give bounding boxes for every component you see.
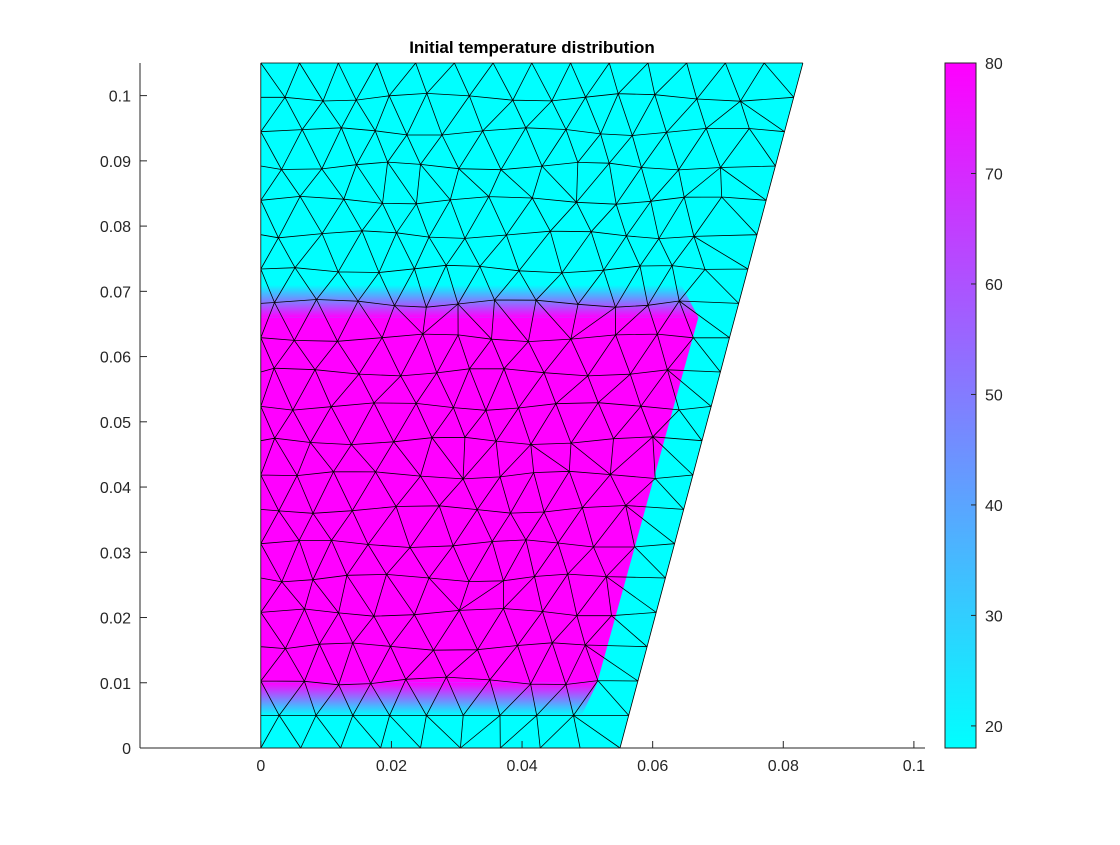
y-tick-label: 0.05 xyxy=(100,415,131,432)
x-tick-label: 0.06 xyxy=(637,758,668,775)
colorbar-tick-label: 20 xyxy=(985,719,1003,736)
x-tick-label: 0.1 xyxy=(903,758,925,775)
y-tick-label: 0.06 xyxy=(100,350,131,367)
axes: 0 0.02 0.04 0.06 0.08 0.1 0 0.01 0.02 0.03 0.04 0.0… xyxy=(100,63,925,775)
transition-band-bottom xyxy=(260,682,598,716)
y-tick-label: 0.02 xyxy=(100,611,131,628)
y-tick-label: 0.07 xyxy=(100,284,131,301)
temperature-fill xyxy=(260,63,803,748)
x-tick-label: 0.02 xyxy=(376,758,407,775)
hot-region xyxy=(260,317,699,683)
x-tick-label: 0.04 xyxy=(506,758,537,775)
y-tick-label: 0.09 xyxy=(100,154,131,171)
colorbar-tick-label: 70 xyxy=(985,166,1003,183)
colorbar-tick-label: 60 xyxy=(985,277,1003,294)
y-tick-label: 0.04 xyxy=(100,480,131,497)
colorbar-gradient xyxy=(944,62,977,749)
colorbar-tick-label: 50 xyxy=(985,387,1003,404)
colorbar: 20 30 40 50 60 70 80 xyxy=(944,56,1003,749)
chart-title: Initial temperature distribution xyxy=(409,38,655,57)
x-tick-label: 0.08 xyxy=(768,758,799,775)
transition-band-top xyxy=(260,284,699,318)
x-tick-label: 0 xyxy=(256,758,265,775)
colorbar-tick-label: 40 xyxy=(985,498,1003,515)
y-tick-label: 0.08 xyxy=(100,219,131,236)
y-tick-label: 0 xyxy=(122,741,131,758)
colorbar-tick-label: 80 xyxy=(985,56,1003,73)
colorbar-tick-label: 30 xyxy=(985,608,1003,625)
y-tick-label: 0.1 xyxy=(109,89,131,106)
y-tick-label: 0.01 xyxy=(100,676,131,693)
y-tick-label: 0.03 xyxy=(100,545,131,562)
